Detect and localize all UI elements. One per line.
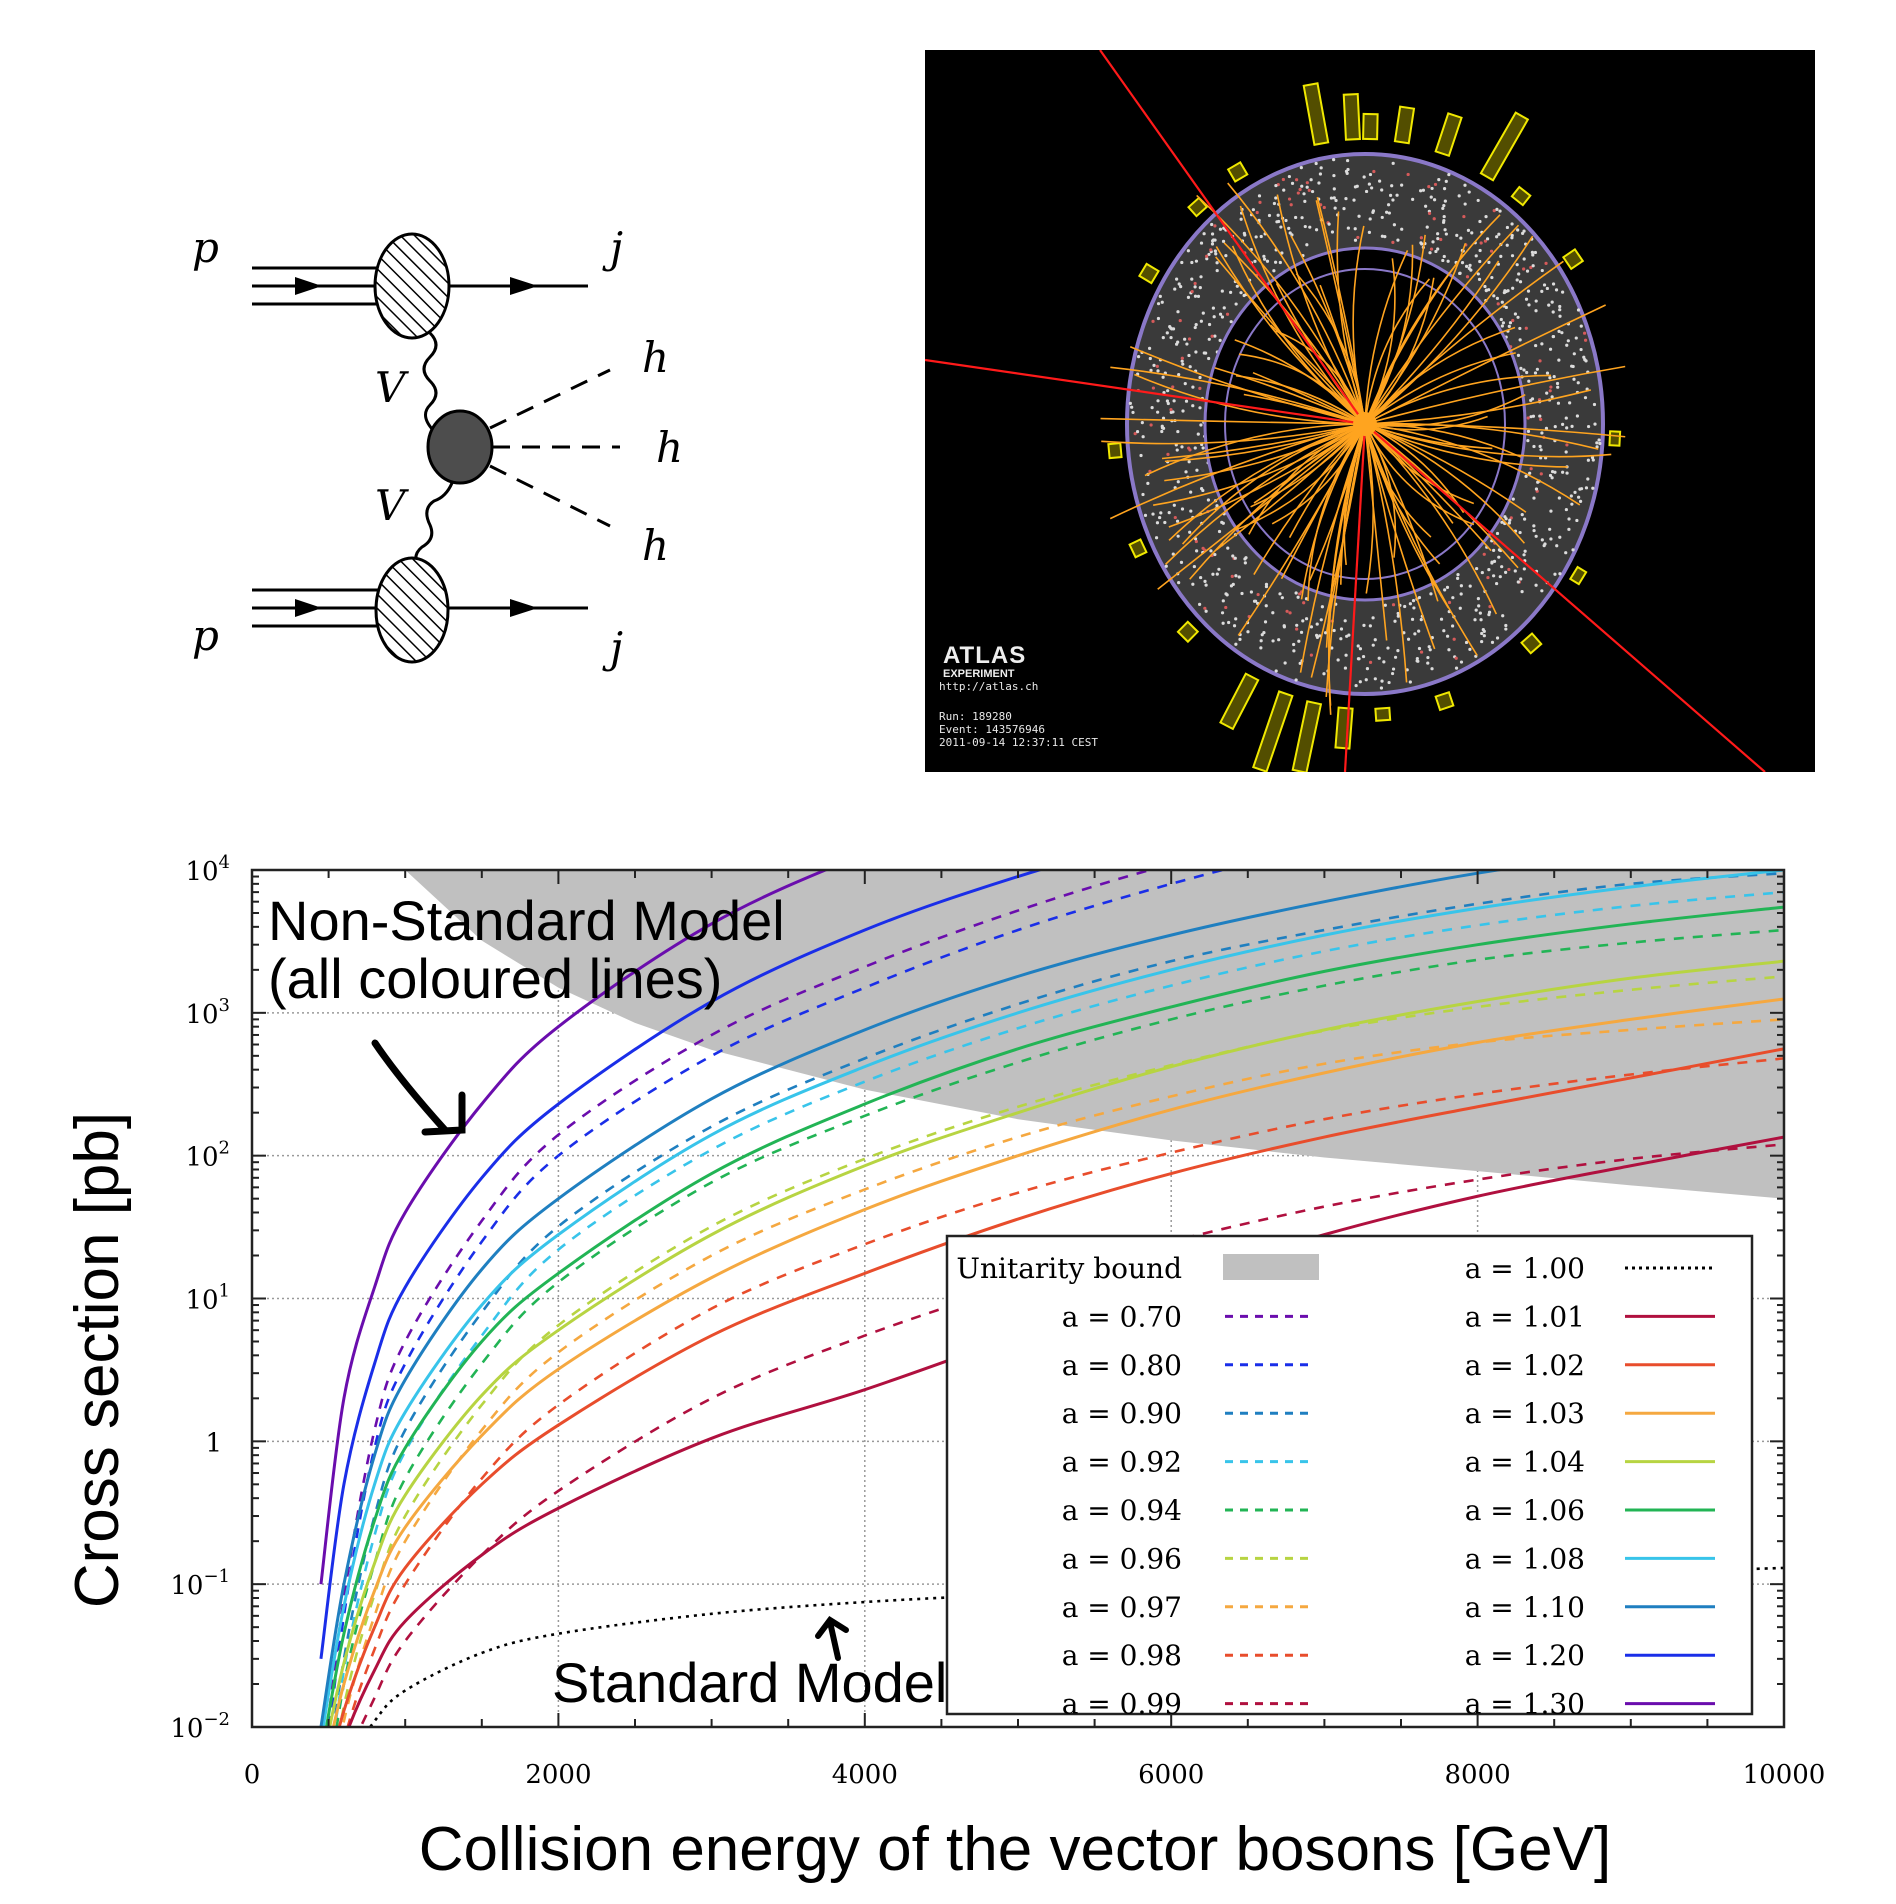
series-line-0.94 bbox=[335, 928, 1784, 1727]
legend-label: a = 1.00 bbox=[1465, 1252, 1585, 1285]
sm-annotation: Standard Model bbox=[552, 1651, 947, 1714]
legend-label: a = 0.98 bbox=[1062, 1639, 1182, 1672]
legend-label-unitarity: Unitarity bound bbox=[956, 1252, 1182, 1285]
series-line-0.90 bbox=[332, 871, 1784, 1727]
legend-label: a = 0.99 bbox=[1062, 1688, 1182, 1721]
legend-label: a = 0.90 bbox=[1062, 1397, 1182, 1430]
label-p-top: p bbox=[192, 223, 219, 272]
legend-label: a = 1.01 bbox=[1465, 1300, 1585, 1333]
x-tick-label: 0 bbox=[244, 1760, 261, 1790]
series-line-0.80 bbox=[328, 870, 1228, 1727]
feynman-diagram: p p j j V V h h h bbox=[192, 223, 683, 672]
hatched-vertex-top bbox=[373, 232, 451, 340]
legend-label: a = 0.97 bbox=[1062, 1591, 1182, 1624]
label-h-2: h bbox=[656, 423, 683, 472]
y-tick-label: 102 bbox=[185, 1138, 230, 1173]
legend-label: a = 1.04 bbox=[1465, 1446, 1585, 1479]
nsm-annotation-line2: (all coloured lines) bbox=[268, 947, 722, 1010]
label-j-top: j bbox=[602, 223, 623, 272]
x-axis-label: Collision energy of the vector bosons [G… bbox=[419, 1815, 1611, 1884]
legend-label: a = 1.02 bbox=[1465, 1349, 1585, 1382]
series-line-0.96 bbox=[338, 975, 1784, 1727]
legend-label: a = 1.06 bbox=[1465, 1494, 1585, 1527]
series-line-0.98 bbox=[346, 1057, 1784, 1727]
y-tick-label: 1 bbox=[205, 1428, 222, 1458]
legend-label: a = 0.92 bbox=[1062, 1446, 1182, 1479]
series-line-0.99 bbox=[359, 1143, 1784, 1727]
label-j-bottom: j bbox=[602, 623, 623, 672]
y-tick-label: 103 bbox=[185, 995, 230, 1030]
series-line-1.04 bbox=[328, 959, 1784, 1727]
event-timestamp: 2011-09-14 12:37:11 CEST bbox=[939, 736, 1098, 749]
nsm-annotation-line1: Non-Standard Model bbox=[268, 889, 785, 952]
label-h-3: h bbox=[642, 521, 669, 570]
legend-swatch-unitarity bbox=[1223, 1254, 1319, 1280]
series-line-1.03 bbox=[331, 997, 1784, 1727]
legend-label: a = 1.08 bbox=[1465, 1542, 1585, 1575]
series-line-1.06 bbox=[324, 905, 1784, 1727]
atlas-logo-sub: EXPERIMENT bbox=[943, 668, 1015, 680]
series-line-1.10 bbox=[319, 870, 1508, 1727]
series-line-1.01 bbox=[347, 1135, 1784, 1727]
y-axis-label: Cross section [pb] bbox=[63, 1112, 132, 1608]
atlas-url: http://atlas.ch bbox=[939, 680, 1039, 693]
hatched-vertex-bottom bbox=[374, 556, 450, 664]
series-line-1.02 bbox=[337, 1047, 1784, 1727]
x-tick-label: 4000 bbox=[832, 1760, 898, 1790]
cross-section-chart: 0 2000 4000 6000 8000 10000 104 103 102 101 1 10−1… bbox=[63, 852, 1826, 1884]
event-display-canvas bbox=[925, 50, 1766, 772]
y-tick-label: 101 bbox=[185, 1281, 230, 1316]
atlas-logo-text: ATLAS bbox=[943, 642, 1027, 669]
series-line-1.20 bbox=[319, 870, 1045, 1660]
series-line-1.08 bbox=[321, 870, 1784, 1727]
label-v-bottom: V bbox=[375, 481, 409, 530]
x-tick-label: 8000 bbox=[1445, 1760, 1511, 1790]
legend-label: a = 0.96 bbox=[1062, 1542, 1182, 1575]
blob-vertex bbox=[426, 409, 494, 485]
legend: Unitarity bound a = 0.70 a = 0.80 a = 0.90 a… bbox=[945, 1234, 1754, 1721]
x-tick-label: 10000 bbox=[1743, 1760, 1826, 1790]
legend-label: a = 0.80 bbox=[1062, 1349, 1182, 1382]
series-line-0.92 bbox=[333, 890, 1784, 1727]
y-tick-label: 104 bbox=[185, 852, 230, 887]
series-line-0.70 bbox=[326, 870, 1155, 1727]
label-p-bottom: p bbox=[192, 611, 219, 660]
x-tick-label: 2000 bbox=[525, 1760, 591, 1790]
legend-label: a = 0.94 bbox=[1062, 1494, 1182, 1527]
legend-label: a = 1.20 bbox=[1465, 1639, 1585, 1672]
event-number: Event: 143576946 bbox=[939, 723, 1045, 736]
legend-label: a = 1.03 bbox=[1465, 1397, 1585, 1430]
label-v-top: V bbox=[375, 363, 409, 412]
y-tick-label: 10−1 bbox=[170, 1566, 230, 1601]
legend-label: a = 1.30 bbox=[1465, 1688, 1585, 1721]
legend-label: a = 1.10 bbox=[1465, 1591, 1585, 1624]
sm-arrow-icon bbox=[815, 1615, 849, 1661]
axis-ticks bbox=[251, 870, 1785, 1728]
atlas-logo: ATLAS EXPERIMENT bbox=[943, 642, 1026, 680]
x-tick-label: 6000 bbox=[1138, 1760, 1204, 1790]
label-h-1: h bbox=[642, 333, 669, 382]
run-number: Run: 189280 bbox=[939, 710, 1012, 723]
nsm-arrow-icon bbox=[371, 1039, 466, 1136]
atlas-event-display: ATLAS EXPERIMENT http://atlas.ch Run: 18… bbox=[925, 50, 1815, 772]
legend-label: a = 0.70 bbox=[1062, 1300, 1182, 1333]
y-tick-label: 10−2 bbox=[170, 1709, 230, 1744]
